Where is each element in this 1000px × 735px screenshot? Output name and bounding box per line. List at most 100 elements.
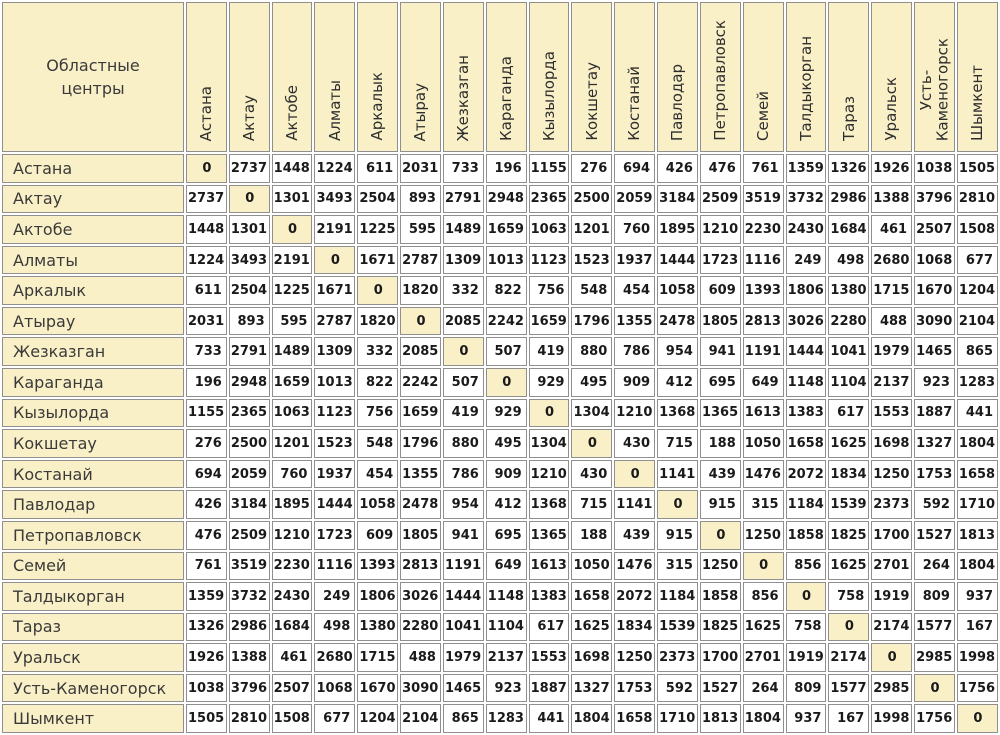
distance-cell: 1553 xyxy=(528,643,570,672)
distance-cell: 412 xyxy=(485,490,527,519)
distance-cell: 2478 xyxy=(400,490,441,519)
distance-cell: 264 xyxy=(742,673,784,703)
table-row: Актобе 1448 1301 0 2191 1225 595 1489 1659 1063 12… xyxy=(2,215,998,244)
row-header-7: Караганда xyxy=(2,368,184,397)
row-header-4: Аркалык xyxy=(2,276,184,305)
distance-cell: 1806 xyxy=(785,276,827,305)
distance-cell: 439 xyxy=(614,520,656,550)
distance-cell: 1577 xyxy=(828,673,870,703)
distance-cell: 188 xyxy=(571,520,613,550)
distance-cell: 1805 xyxy=(400,520,441,550)
distance-cell: 1658 xyxy=(614,704,656,733)
distance-cell: 2430 xyxy=(785,215,827,244)
col-header-16: Уральск xyxy=(871,2,913,152)
distance-cell: 439 xyxy=(699,459,741,489)
distance-cell: 954 xyxy=(442,490,484,519)
distance-cell: 909 xyxy=(485,459,527,489)
distance-cell: 1058 xyxy=(357,490,399,519)
distance-cell: 3026 xyxy=(400,582,441,611)
distance-cell: 2810 xyxy=(956,184,998,214)
distance-cell: 694 xyxy=(186,459,227,489)
distance-cell: 1671 xyxy=(357,245,399,275)
distance-cell: 923 xyxy=(914,368,955,397)
distance-cell: 1327 xyxy=(914,429,955,458)
distance-cell: 1505 xyxy=(186,704,227,733)
distance-cell: 0 xyxy=(699,520,741,550)
distance-cell: 1204 xyxy=(357,704,399,733)
col-header-2: Актобе xyxy=(271,2,313,152)
distance-cell: 507 xyxy=(442,368,484,397)
distance-cell: 1444 xyxy=(442,582,484,611)
distance-cell: 2478 xyxy=(657,306,698,336)
distance-cell: 476 xyxy=(699,154,741,183)
distance-cell: 822 xyxy=(357,368,399,397)
distance-cell: 1796 xyxy=(571,306,613,336)
distance-cell: 2787 xyxy=(400,245,441,275)
distance-cell: 1577 xyxy=(914,612,955,642)
distance-cell: 2085 xyxy=(442,306,484,336)
distance-cell: 1804 xyxy=(571,704,613,733)
col-header-7: Караганда xyxy=(485,2,527,152)
distance-cell: 1715 xyxy=(357,643,399,672)
distance-cell: 617 xyxy=(828,398,870,428)
distance-cell: 756 xyxy=(528,276,570,305)
distance-cell: 0 xyxy=(828,612,870,642)
distance-cell: 2504 xyxy=(228,276,270,305)
distance-cell: 1523 xyxy=(571,245,613,275)
distance-cell: 756 xyxy=(357,398,399,428)
distance-cell: 2791 xyxy=(228,337,270,367)
distance-cell: 1123 xyxy=(314,398,356,428)
distance-cell: 1444 xyxy=(657,245,698,275)
col-header-label: Алматы xyxy=(325,80,344,141)
distance-cell: 1368 xyxy=(657,398,698,428)
distance-cell: 1191 xyxy=(442,551,484,581)
distance-cell: 196 xyxy=(186,368,227,397)
distance-cell: 167 xyxy=(956,612,998,642)
col-header-10: Костанай xyxy=(614,2,656,152)
distance-cell: 595 xyxy=(400,215,441,244)
distance-cell: 0 xyxy=(571,429,613,458)
distance-cell: 2507 xyxy=(914,215,955,244)
col-header-label: Талдыкорган xyxy=(796,36,815,141)
distance-cell: 2737 xyxy=(228,154,270,183)
col-header-label: Павлодар xyxy=(668,63,687,141)
distance-cell: 2813 xyxy=(742,306,784,336)
distance-cell: 1658 xyxy=(785,429,827,458)
distance-cell: 454 xyxy=(614,276,656,305)
distance-cell: 1756 xyxy=(956,673,998,703)
distance-cell: 1191 xyxy=(742,337,784,367)
distance-cell: 1368 xyxy=(528,490,570,519)
distance-cell: 1393 xyxy=(357,551,399,581)
col-header-label: Уральск xyxy=(882,77,901,141)
distance-cell: 1123 xyxy=(528,245,570,275)
distance-cell: 1820 xyxy=(400,276,441,305)
distance-cell: 476 xyxy=(186,520,227,550)
distance-cell: 1388 xyxy=(871,184,913,214)
distance-cell: 1309 xyxy=(314,337,356,367)
distance-cell: 1224 xyxy=(314,154,356,183)
distance-cell: 1625 xyxy=(828,429,870,458)
row-header-0: Астана xyxy=(2,154,184,183)
distance-cell: 3796 xyxy=(228,673,270,703)
col-header-3: Алматы xyxy=(314,2,356,152)
row-header-11: Павлодар xyxy=(2,490,184,519)
table-row: Алматы 1224 3493 2191 0 1671 2787 1309 1013 1123 1… xyxy=(2,245,998,275)
distance-cell: 548 xyxy=(571,276,613,305)
col-header-label: Жезказган xyxy=(454,54,473,141)
distance-cell: 1383 xyxy=(785,398,827,428)
distance-cell: 1148 xyxy=(485,582,527,611)
distance-cell: 419 xyxy=(528,337,570,367)
distance-cell: 941 xyxy=(699,337,741,367)
col-header-5: Атырау xyxy=(400,2,441,152)
distance-cell: 2174 xyxy=(828,643,870,672)
col-header-9: Кокшетау xyxy=(571,2,613,152)
distance-cell: 2701 xyxy=(742,643,784,672)
distance-cell: 758 xyxy=(828,582,870,611)
distance-cell: 3090 xyxy=(914,306,955,336)
distance-cell: 695 xyxy=(699,368,741,397)
distance-cell: 611 xyxy=(186,276,227,305)
distance-cell: 548 xyxy=(357,429,399,458)
distance-cell: 1301 xyxy=(228,215,270,244)
distance-cell: 1756 xyxy=(914,704,955,733)
distance-cell: 1225 xyxy=(357,215,399,244)
